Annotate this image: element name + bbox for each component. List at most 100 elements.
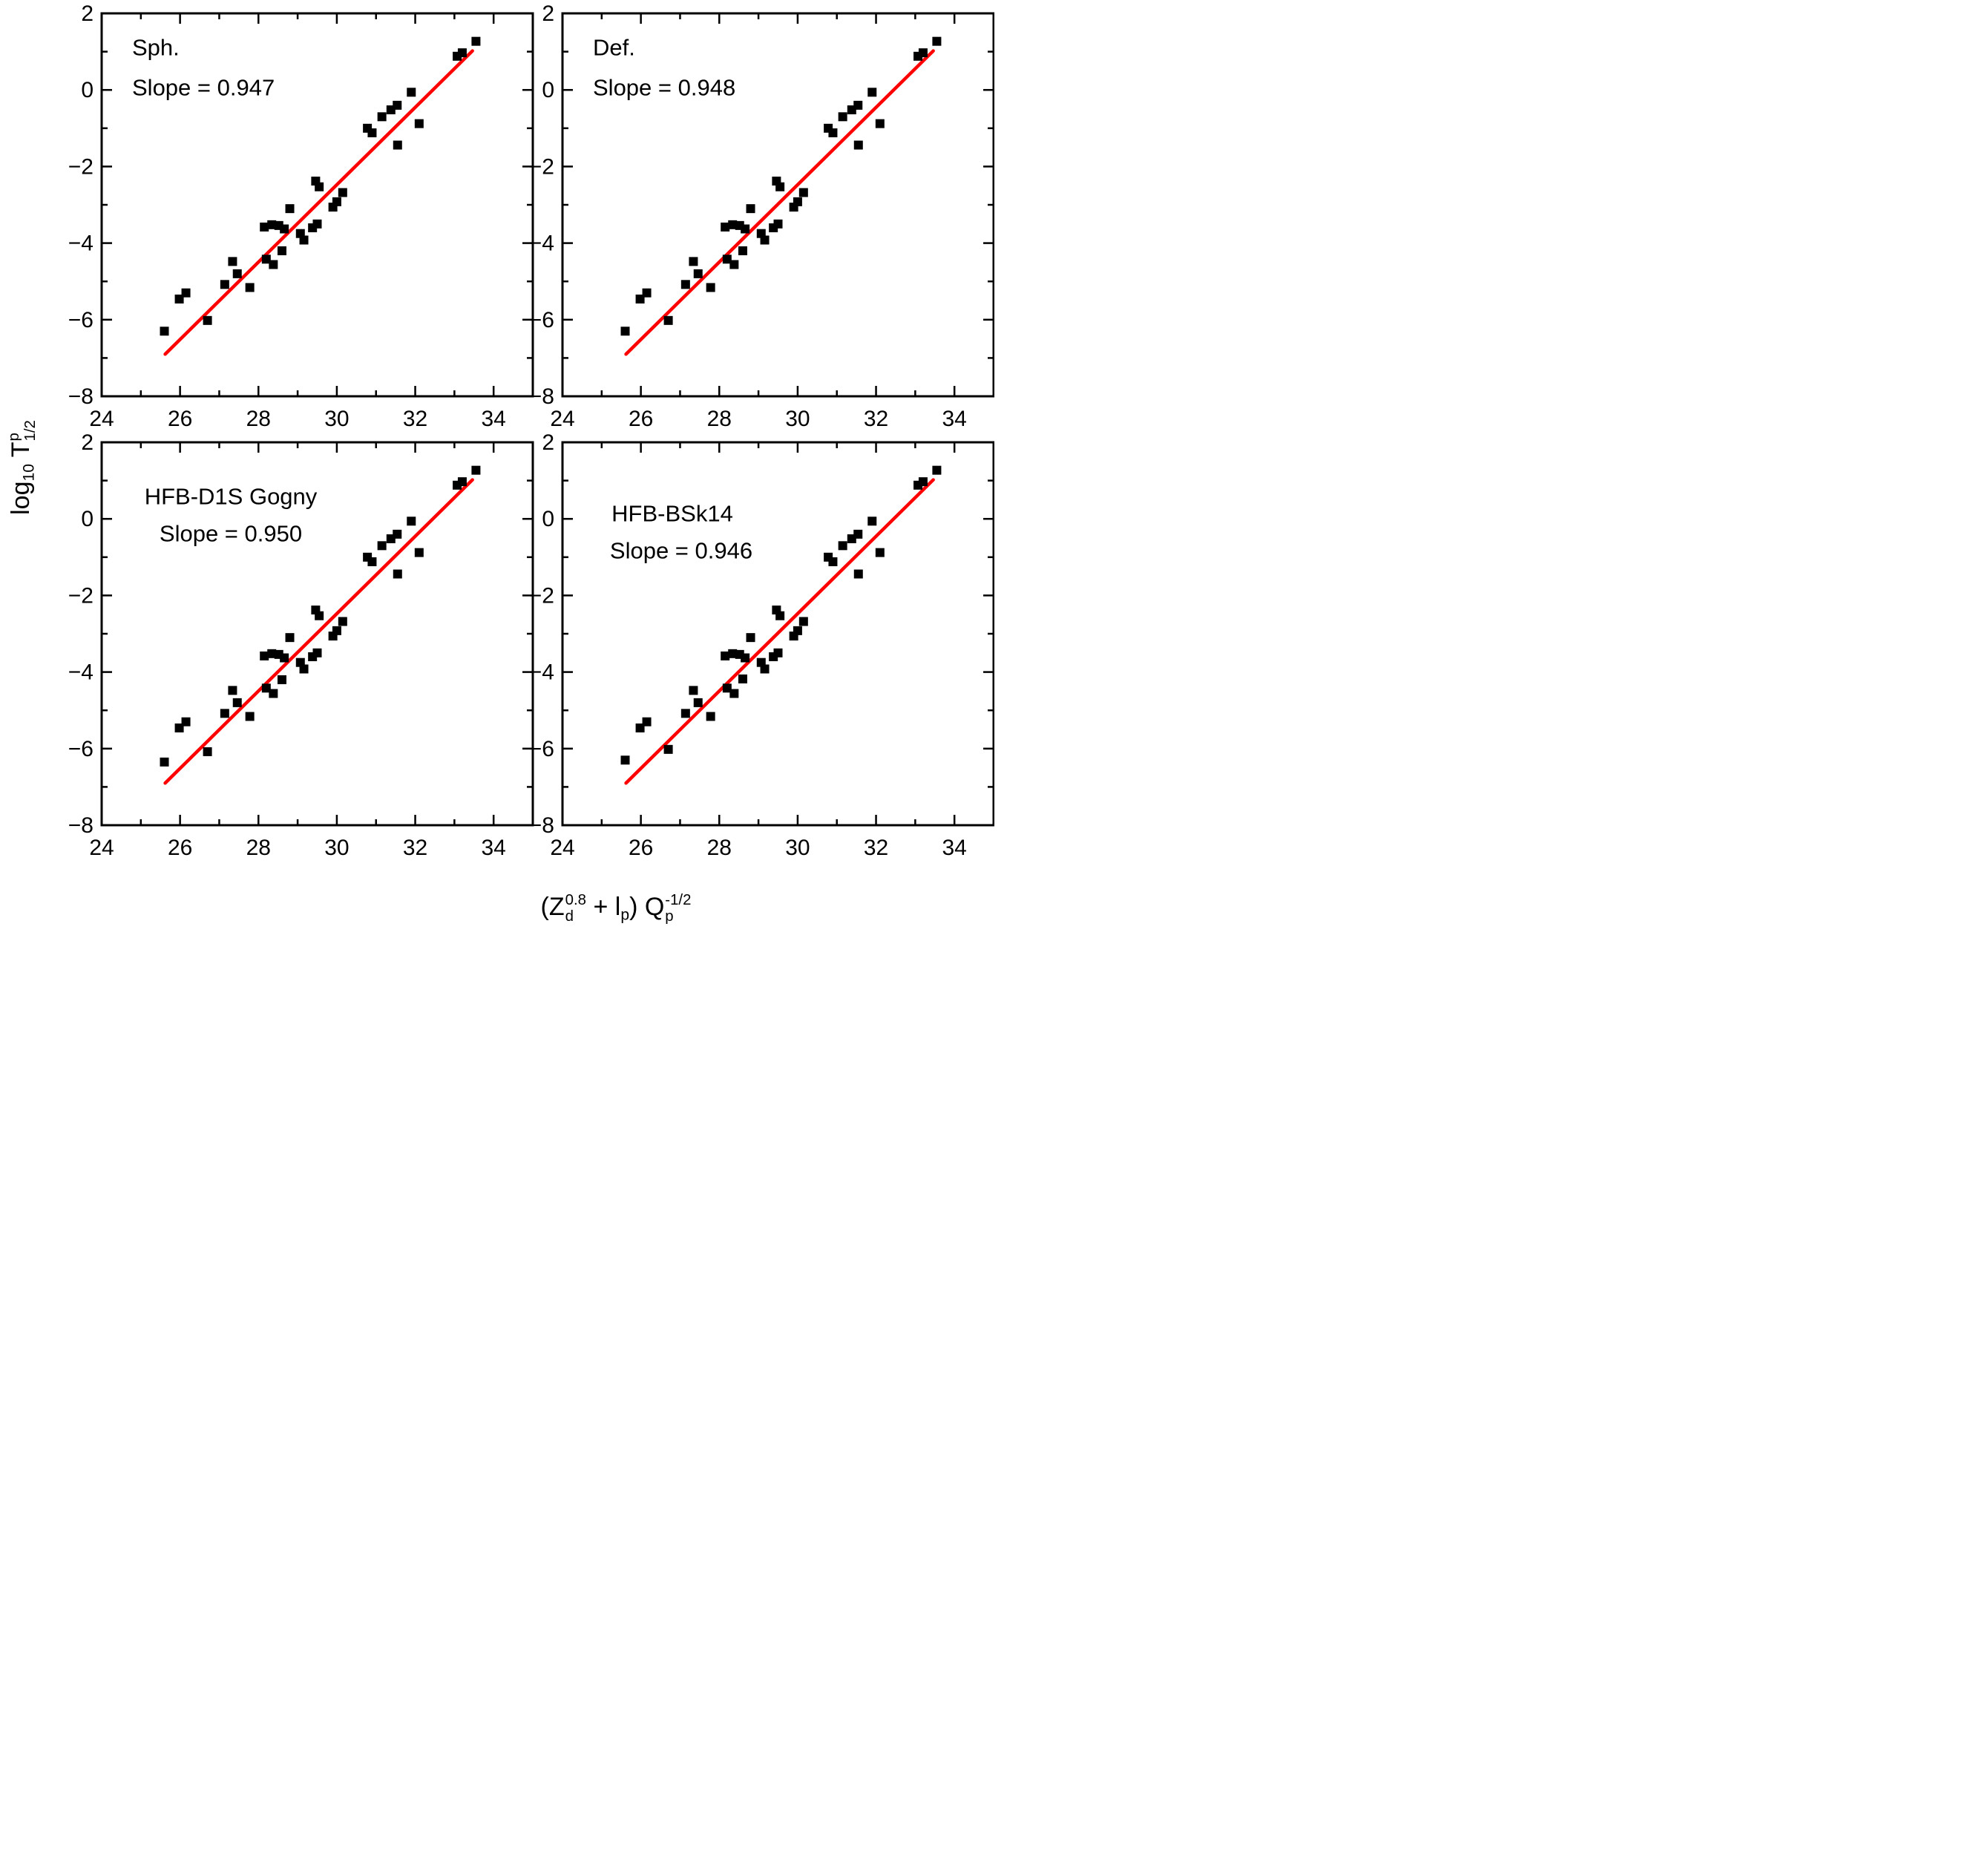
data-point <box>775 611 785 620</box>
fit-line <box>624 49 935 356</box>
data-point <box>620 755 630 765</box>
data-point <box>722 255 732 264</box>
ylabel-log-sub: 10 <box>20 464 38 482</box>
data-point <box>312 648 322 657</box>
data-point <box>203 315 212 325</box>
data-point <box>875 119 885 128</box>
x-tick-label: 24 <box>550 407 574 431</box>
scatter-plot-gogny: 24 26 28 30 32 34 2 0 −2 −4 −6 −8 <box>68 430 534 860</box>
slope-annotation: Slope = 0.947 <box>132 74 275 101</box>
x-tick-label: 30 <box>785 836 810 860</box>
data-point <box>367 128 377 137</box>
data-point <box>267 649 277 658</box>
x-tick-label: 34 <box>481 407 505 431</box>
data-point <box>760 664 770 674</box>
data-point <box>738 674 747 683</box>
data-point <box>932 465 942 475</box>
xlabel-close-paren: ) <box>629 892 645 921</box>
data-point <box>228 257 237 266</box>
data-point <box>775 182 785 191</box>
x-tick-label: 26 <box>168 407 192 431</box>
xlabel-q-supsub: -1/2 p <box>665 892 691 925</box>
data-point <box>457 48 467 58</box>
data-point <box>853 100 863 110</box>
data-point <box>722 683 732 693</box>
data-point <box>680 280 690 289</box>
xlabel-q: Q <box>644 892 665 921</box>
x-tick-label: 24 <box>89 407 114 431</box>
x-tick-label: 34 <box>942 836 966 860</box>
data-point <box>338 188 347 197</box>
data-point <box>798 188 808 197</box>
panel-title: Def. <box>593 34 635 61</box>
x-tick-label: 30 <box>324 407 349 431</box>
data-point <box>232 698 242 707</box>
data-point <box>693 269 703 278</box>
data-point <box>220 709 229 718</box>
data-point <box>332 626 341 635</box>
data-point <box>181 288 191 298</box>
data-point <box>393 100 402 110</box>
data-point <box>260 651 269 660</box>
x-tick-label: 30 <box>324 836 349 860</box>
data-point <box>377 112 387 122</box>
x-tick-label: 26 <box>168 836 192 860</box>
data-point <box>181 717 191 727</box>
x-tick-label: 28 <box>707 836 732 860</box>
data-point <box>729 689 739 698</box>
data-point <box>228 686 237 695</box>
data-point <box>261 683 271 693</box>
data-point <box>760 235 770 245</box>
data-point <box>721 651 730 660</box>
data-point <box>471 36 481 46</box>
y-tick-label: −8 <box>68 813 94 838</box>
scatter-plot-bsk14: 24 26 28 30 32 34 2 0 −2 −4 −6 −8 <box>529 430 994 860</box>
xlabel-plus: + <box>586 892 615 921</box>
data-point <box>277 675 286 684</box>
panel-title: HFB-BSk14 <box>611 500 733 527</box>
data-point <box>620 327 630 336</box>
plot-frame <box>561 12 994 398</box>
x-tick-label: 24 <box>89 836 114 860</box>
y-tick-label: −2 <box>68 583 94 608</box>
x-axis-label: (Z 0.8 d + lp) Q -1/2 p <box>541 892 692 925</box>
data-point <box>285 204 295 214</box>
xlabel-z-sup: 0.8 <box>565 891 587 908</box>
data-point <box>457 477 467 487</box>
y-tick-label: 2 <box>542 1 554 26</box>
data-point <box>693 698 703 707</box>
x-tick-label: 28 <box>246 407 271 431</box>
data-point <box>728 649 738 658</box>
data-point <box>393 569 402 579</box>
y-tick-label: 0 <box>542 507 554 531</box>
data-point <box>471 465 481 475</box>
slope-annotation: Slope = 0.950 <box>159 520 303 547</box>
scatter-plot-sph: 24 26 28 30 32 34 2 0 −2 −4 −6 −8 <box>68 1 534 431</box>
x-tick-label: 28 <box>707 407 732 431</box>
data-point <box>160 757 169 767</box>
data-point <box>315 611 324 620</box>
y-tick-label: 0 <box>81 78 94 102</box>
data-point <box>838 541 847 551</box>
data-point <box>393 529 402 539</box>
y-tick-label: 0 <box>81 507 94 531</box>
data-point <box>738 246 747 255</box>
plot-frame <box>100 441 534 827</box>
data-point <box>269 260 278 269</box>
data-point <box>867 88 877 97</box>
data-point <box>160 327 169 336</box>
xlabel-z-supsub: 0.8 d <box>565 892 586 925</box>
x-tick-label: 32 <box>403 407 427 431</box>
xlabel-z: Z <box>548 892 565 921</box>
data-point <box>875 548 885 557</box>
y-tick-label: −8 <box>529 813 554 838</box>
data-point <box>277 246 286 255</box>
x-tick-label: 26 <box>629 407 653 431</box>
data-point <box>407 88 416 97</box>
data-point <box>245 283 255 292</box>
data-point <box>642 717 652 727</box>
data-point <box>338 617 347 626</box>
data-point <box>332 197 341 206</box>
data-point <box>315 182 324 191</box>
data-point <box>312 219 322 229</box>
